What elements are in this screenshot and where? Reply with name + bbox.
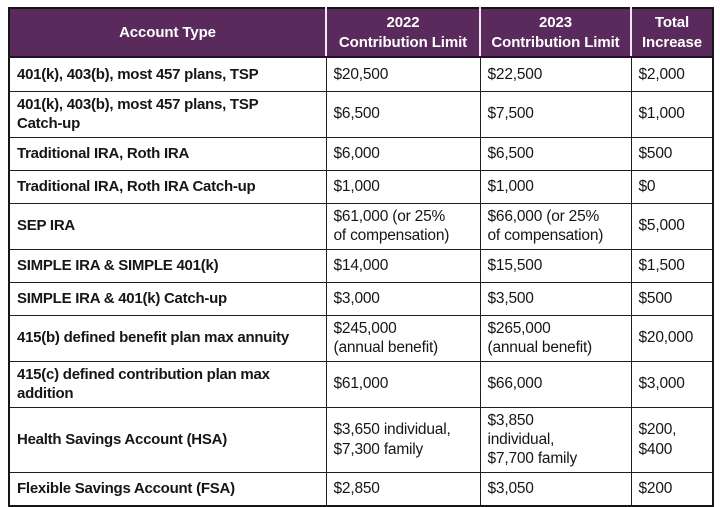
cell-total-increase: $0 (630, 169, 714, 204)
cell-account: SIMPLE IRA & 401(k) Catch-up (8, 281, 327, 316)
cell-2022-limit: $6,000 (325, 136, 481, 171)
col-header-2023-limit: 2023 Contribution Limit (479, 8, 631, 58)
table-row: Health Savings Account (HSA) $3,650 indi… (8, 406, 714, 473)
table-row: Flexible Savings Account (FSA) $2,850 $3… (8, 471, 714, 507)
cell-total-increase: $2,000 (630, 56, 714, 92)
col-header-total-increase: Total Increase (630, 8, 713, 58)
cell-total-increase: $5,000 (630, 202, 714, 250)
contribution-limits-table: Account Type 2022 Contribution Limit 202… (8, 7, 714, 507)
cell-total-increase: $1,000 (630, 90, 714, 138)
cell-2022-limit: $61,000 (325, 360, 481, 408)
cell-2022-limit: $245,000 (annual benefit) (325, 314, 481, 362)
cell-total-increase: $500 (630, 281, 714, 316)
cell-total-increase: $3,000 (630, 360, 714, 408)
contribution-limits-table-container: Account Type 2022 Contribution Limit 202… (8, 7, 714, 507)
table-row: SEP IRA $61,000 (or 25% of compensation)… (8, 202, 714, 250)
cell-total-increase: $1,500 (630, 248, 714, 283)
cell-2022-limit: $61,000 (or 25% of compensation) (325, 202, 481, 250)
cell-2023-limit: $3,850 individual, $7,700 family (479, 406, 632, 473)
cell-account: Health Savings Account (HSA) (8, 406, 327, 473)
table-body: 401(k), 403(b), most 457 plans, TSP $20,… (8, 56, 714, 507)
cell-2023-limit: $3,050 (479, 471, 632, 507)
table-row: Traditional IRA, Roth IRA $6,000 $6,500 … (8, 136, 714, 171)
cell-2023-limit: $66,000 (or 25% of compensation) (479, 202, 632, 250)
cell-2023-limit: $3,500 (479, 281, 632, 316)
cell-account: 401(k), 403(b), most 457 plans, TSP (8, 56, 327, 92)
table-row: 401(k), 403(b), most 457 plans, TSP Catc… (8, 90, 714, 138)
table-row: 401(k), 403(b), most 457 plans, TSP $20,… (8, 56, 714, 92)
table-row: Traditional IRA, Roth IRA Catch-up $1,00… (8, 169, 714, 204)
table-row: SIMPLE IRA & SIMPLE 401(k) $14,000 $15,5… (8, 248, 714, 283)
cell-total-increase: $200, $400 (630, 406, 714, 473)
table-header: Account Type 2022 Contribution Limit 202… (9, 8, 713, 58)
cell-2023-limit: $66,000 (479, 360, 632, 408)
cell-total-increase: $200 (630, 471, 714, 507)
cell-2023-limit: $22,500 (479, 56, 632, 92)
cell-account: 415(c) defined contribution plan max add… (8, 360, 327, 408)
cell-2022-limit: $3,000 (325, 281, 481, 316)
cell-2022-limit: $3,650 individual, $7,300 family (325, 406, 481, 473)
cell-total-increase: $20,000 (630, 314, 714, 362)
table-row: 415(c) defined contribution plan max add… (8, 360, 714, 408)
cell-account: SIMPLE IRA & SIMPLE 401(k) (8, 248, 327, 283)
cell-2023-limit: $1,000 (479, 169, 632, 204)
header-row: Account Type 2022 Contribution Limit 202… (9, 8, 713, 58)
cell-2022-limit: $20,500 (325, 56, 481, 92)
cell-2022-limit: $1,000 (325, 169, 481, 204)
cell-account: 415(b) defined benefit plan max annuity (8, 314, 327, 362)
cell-account: SEP IRA (8, 202, 327, 250)
cell-account: Flexible Savings Account (FSA) (8, 471, 327, 507)
cell-2022-limit: $14,000 (325, 248, 481, 283)
cell-account: Traditional IRA, Roth IRA (8, 136, 327, 171)
cell-2022-limit: $6,500 (325, 90, 481, 138)
cell-2023-limit: $7,500 (479, 90, 632, 138)
cell-2022-limit: $2,850 (325, 471, 481, 507)
cell-2023-limit: $265,000 (annual benefit) (479, 314, 632, 362)
col-header-2022-limit: 2022 Contribution Limit (325, 8, 480, 58)
col-header-account-type: Account Type (9, 8, 326, 58)
cell-2023-limit: $6,500 (479, 136, 632, 171)
table-row: SIMPLE IRA & 401(k) Catch-up $3,000 $3,5… (8, 281, 714, 316)
cell-2023-limit: $15,500 (479, 248, 632, 283)
cell-account: 401(k), 403(b), most 457 plans, TSP Catc… (8, 90, 327, 138)
table-row: 415(b) defined benefit plan max annuity … (8, 314, 714, 362)
cell-account: Traditional IRA, Roth IRA Catch-up (8, 169, 327, 204)
cell-total-increase: $500 (630, 136, 714, 171)
